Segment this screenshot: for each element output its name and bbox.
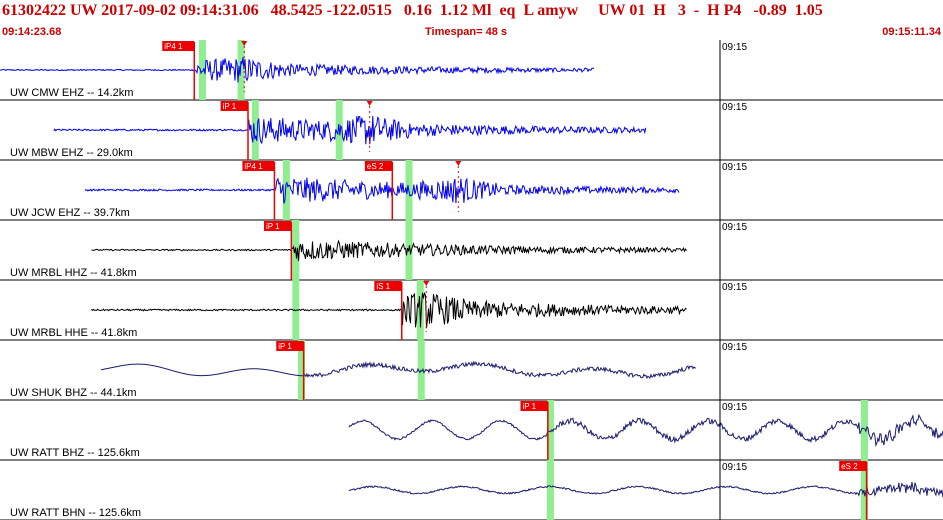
channel-label: UW MRBL HHE -- 41.8km xyxy=(10,327,137,339)
analysis-window xyxy=(417,340,425,400)
arrival-marker xyxy=(366,101,373,106)
pick-label: iP 1 xyxy=(522,402,536,411)
waveform-trace xyxy=(0,57,595,83)
channel-label: UW MBW EHZ -- 29.0km xyxy=(10,147,133,159)
analysis-window xyxy=(860,460,868,520)
analysis-window xyxy=(297,340,305,400)
time-tick-label: 09:15 xyxy=(722,282,747,293)
waveform-trace xyxy=(84,177,680,204)
analysis-window xyxy=(198,40,206,100)
pick-flag xyxy=(364,161,393,171)
pick-label: eS 2 xyxy=(841,462,858,471)
pick-flag xyxy=(276,341,304,351)
waveform-trace xyxy=(53,115,647,145)
pick-flag xyxy=(220,101,249,111)
analysis-window xyxy=(237,40,245,100)
channel-label: UW CMW EHZ -- 14.2km xyxy=(10,87,133,99)
waveform-trace xyxy=(100,360,696,380)
seismogram-panel[interactable]: 09:15 iP4 1 UW CMW EHZ -- 14.2km 09:15 iP 1 U… xyxy=(0,40,943,520)
arrival-marker xyxy=(241,41,248,46)
pick-flag xyxy=(263,221,292,231)
end-time-label: 09:15:11.34 xyxy=(882,26,941,38)
time-tick-label: 09:15 xyxy=(722,162,747,173)
time-tick-label: 09:15 xyxy=(722,42,747,53)
analysis-window xyxy=(282,160,290,220)
pick-label: iP 1 xyxy=(223,102,237,111)
channel-label: UW JCW EHZ -- 39.7km xyxy=(10,207,130,219)
time-tick-label: 09:15 xyxy=(722,462,747,473)
pick-label: iP4 1 xyxy=(164,42,183,51)
analysis-window xyxy=(546,460,554,520)
waveform-trace xyxy=(91,292,687,329)
time-tick-label: 09:15 xyxy=(722,222,747,233)
waveform-trace xyxy=(348,481,943,498)
channel-label: UW MRBL HHZ -- 41.8km xyxy=(10,267,137,279)
pick-flag xyxy=(520,401,548,411)
waveform-trace xyxy=(348,413,943,448)
channel-label: UW SHUK BHZ -- 44.1km xyxy=(10,387,137,399)
arrival-marker xyxy=(423,281,430,286)
pick-flag xyxy=(374,281,402,291)
time-tick-label: 09:15 xyxy=(722,402,747,413)
pick-label: eS 2 xyxy=(367,162,384,171)
analysis-window xyxy=(860,400,868,460)
timespan-label: Timespan= 48 s xyxy=(425,26,508,38)
channel-label: UW RATT BHZ -- 125.6km xyxy=(10,447,140,459)
pick-label: iP 1 xyxy=(266,222,280,231)
time-tick-label: 09:15 xyxy=(722,102,747,113)
pick-flag xyxy=(839,461,867,471)
pick-label: iP 1 xyxy=(278,342,292,351)
event-header: 61302422 UW 2017-09-02 09:14:31.06 48.54… xyxy=(0,0,943,40)
event-summary-line: 61302422 UW 2017-09-02 09:14:31.06 48.54… xyxy=(2,2,823,19)
pick-flag xyxy=(242,161,275,171)
arrival-marker xyxy=(455,161,462,166)
pick-label: iS 1 xyxy=(376,282,390,291)
analysis-window xyxy=(546,400,554,460)
time-tick-label: 09:15 xyxy=(722,342,747,353)
waveform-trace xyxy=(91,239,687,262)
analysis-window xyxy=(251,100,259,160)
channel-label: UW RATT BHN -- 125.6km xyxy=(10,507,141,519)
pick-label: iP4 1 xyxy=(244,162,263,171)
start-time-label: 09:14:23.68 xyxy=(2,26,62,38)
pick-flag xyxy=(162,41,195,51)
